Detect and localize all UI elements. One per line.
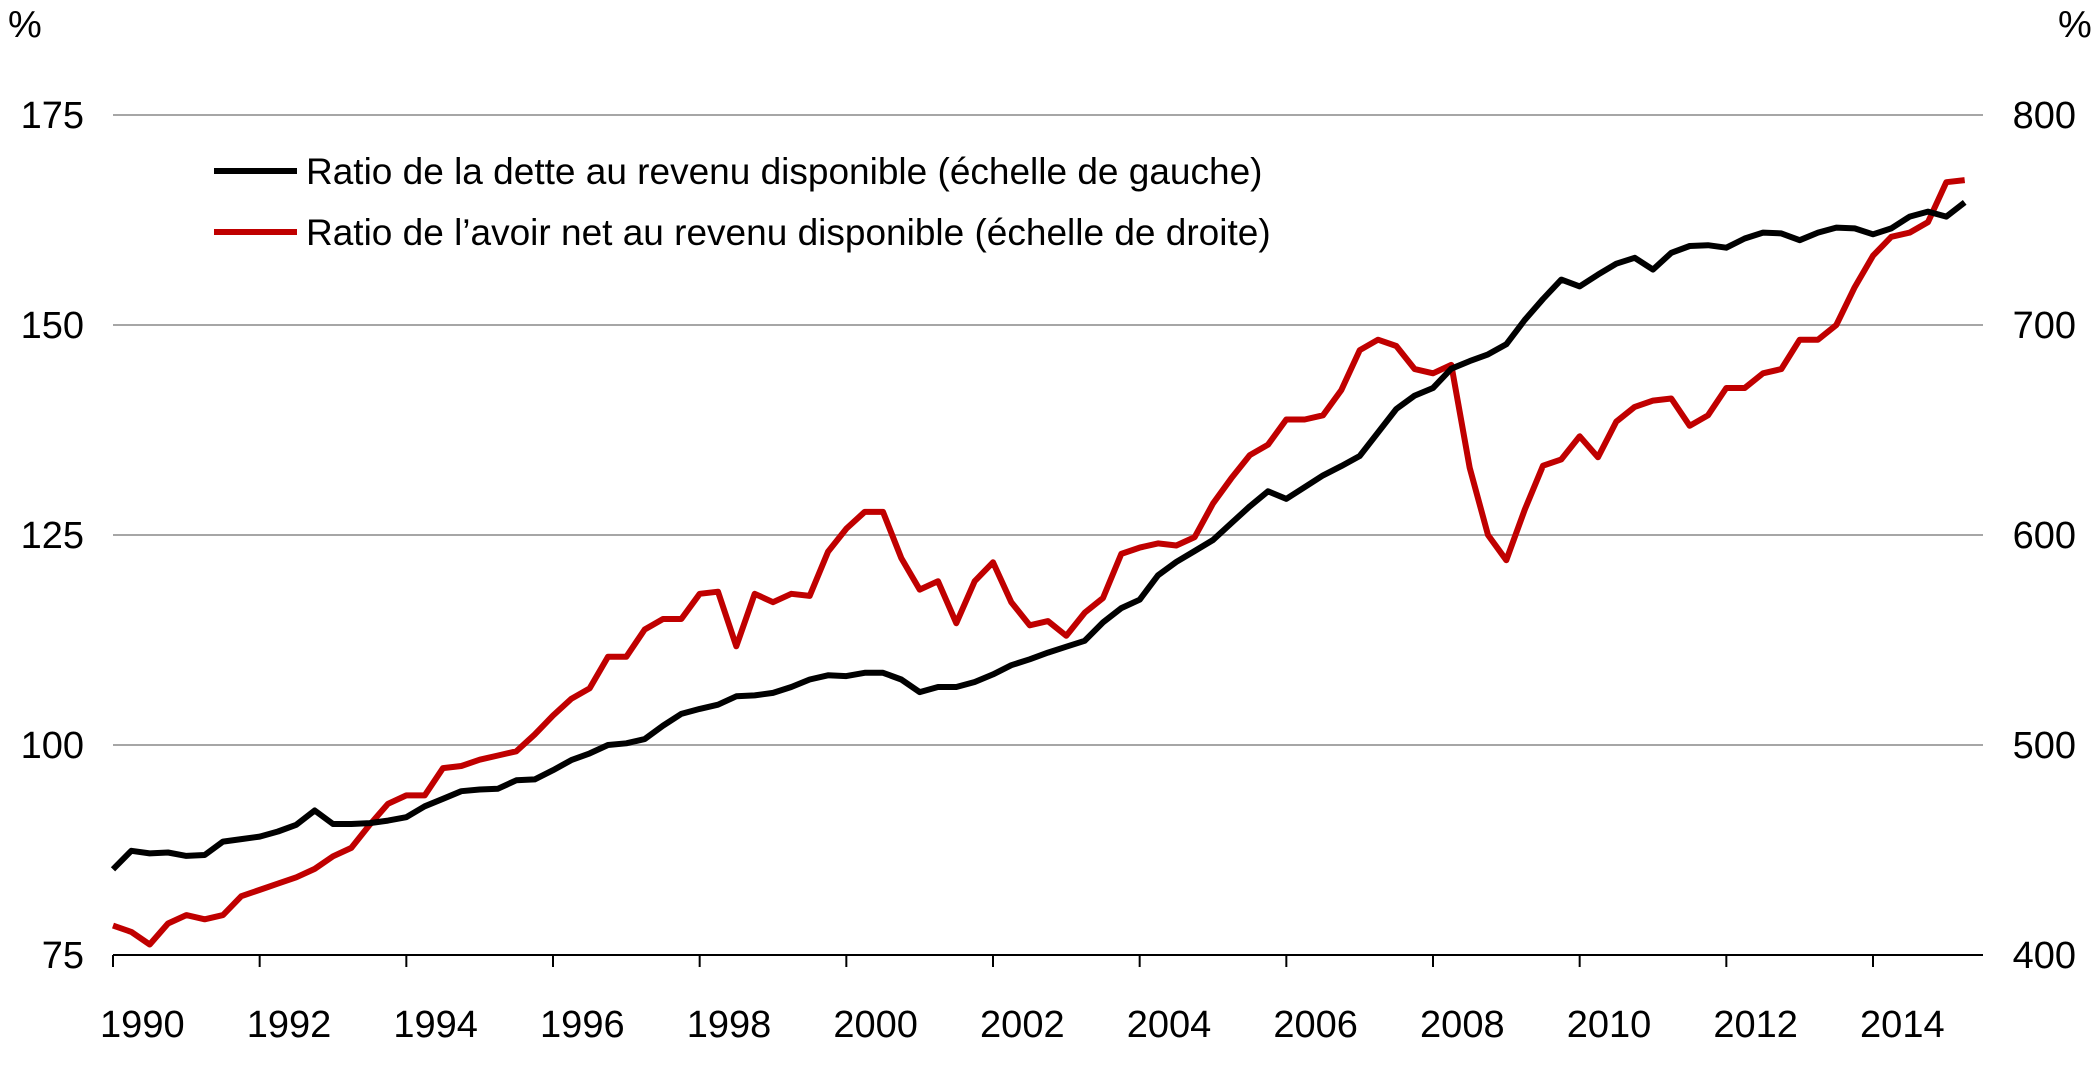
legend-item-net-worth: Ratio de l’avoir net au revenu disponibl… (214, 212, 1271, 253)
legend-label: Ratio de l’avoir net au revenu disponibl… (306, 212, 1271, 253)
axes: 175 800 150 700 125 600 100 500 75 400% % 1990 1992 1… (8, 4, 2091, 1046)
x-tick-label: 1990 (100, 1004, 185, 1046)
legend-item-debt: Ratio de la dette au revenu disponible (… (214, 151, 1263, 192)
y-left-unit: % (8, 4, 42, 46)
x-tick-label: 2004 (1127, 1004, 1212, 1046)
y-left-tick-label: 75 (42, 935, 84, 977)
x-tick-label: 2014 (1860, 1004, 1945, 1046)
series-line-debt (110, 200, 1967, 872)
series-layer (110, 177, 1967, 948)
x-tick-label: 1996 (540, 1004, 625, 1046)
x-tick-label: 1994 (393, 1004, 478, 1046)
y-right-tick-label: 600 (2013, 515, 2076, 557)
legend: Ratio de la dette au revenu disponible (… (214, 151, 1271, 253)
x-tick-label: 2010 (1567, 1004, 1652, 1046)
y-right-tick-label: 500 (2013, 725, 2076, 767)
gridlines (113, 114, 1983, 746)
y-left-tick-label: 100 (21, 725, 84, 767)
legend-label: Ratio de la dette au revenu disponible (… (306, 151, 1263, 192)
x-tick-label: 1992 (247, 1004, 332, 1046)
x-tick-label: 2006 (1273, 1004, 1358, 1046)
y-left-tick-label: 150 (21, 305, 84, 347)
x-tick-label: 2002 (980, 1004, 1065, 1046)
x-tick-label: 2008 (1420, 1004, 1505, 1046)
y-right-tick-label: 800 (2013, 95, 2076, 137)
y-right-tick-label: 700 (2013, 305, 2076, 347)
y-right-tick-label: 400 (2013, 935, 2076, 977)
y-right-unit: % (2058, 4, 2091, 46)
x-tick-label: 2012 (1713, 1004, 1798, 1046)
y-left-tick-label: 175 (21, 95, 84, 137)
series-line-net-worth (112, 177, 1966, 948)
y-left-tick-label: 125 (21, 515, 84, 557)
x-tick-label: 1998 (687, 1004, 772, 1046)
x-tick-label: 2000 (833, 1004, 918, 1046)
